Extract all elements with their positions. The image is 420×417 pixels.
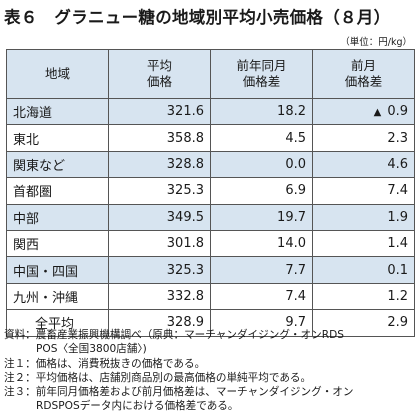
source-note-continued: POS〈全国3800店舗〉) [4, 342, 416, 356]
header-mom-diff: 前月 価格差 [312, 49, 415, 99]
table-title: 表６ グラニュー糖の地域別平均小売価格（８月） [4, 8, 391, 27]
negative-triangle-icon: ▲ [373, 107, 382, 119]
cell-yoy-diff: 4.5 [210, 124, 313, 152]
cell-region: 中国・四国 [6, 256, 109, 284]
header-average-price: 平均 価格 [108, 49, 211, 99]
cell-yoy-diff: 6.9 [210, 177, 313, 205]
cell-mom-diff: 1.2 [312, 282, 415, 311]
cell-mom-diff: 1.4 [312, 229, 415, 258]
table-row: 中部 349.5 19.7 1.9 [6, 203, 415, 231]
cell-yoy-diff: 7.4 [210, 282, 313, 311]
cell-average-price: 325.3 [108, 177, 211, 205]
table-row: 首都圏 325.3 6.9 7.4 [6, 177, 415, 205]
cell-mom-diff: ▲ 0.9 [312, 97, 415, 126]
cell-average-price: 328.9 [108, 309, 211, 337]
table-row: 北海道 321.6 18.2 ▲ 0.9 [6, 97, 415, 126]
table-row: 関西 301.8 14.0 1.4 [6, 229, 415, 258]
cell-region: 北海道 [6, 97, 109, 126]
cell-average-price: 349.5 [108, 203, 211, 231]
table-row: 東北 358.8 4.5 2.3 [6, 124, 415, 152]
cell-region: 九州・沖縄 [6, 282, 109, 311]
table-row: 中国・四国 325.3 7.7 0.1 [6, 256, 415, 284]
note-3: 注３：前年同月価格差および前月価格差は、マーチャンダイジング・オン [4, 386, 354, 399]
cell-region: 全平均 [6, 309, 109, 337]
table-row: 九州・沖縄 332.8 7.4 1.2 [6, 282, 415, 311]
cell-yoy-diff: 18.2 [210, 97, 313, 126]
note-1: 注１：価格は、消費税抜きの価格である。 [4, 357, 206, 370]
cell-region: 関西 [6, 229, 109, 258]
header-region-text: 地域 [44, 66, 70, 81]
cell-region: 首都圏 [6, 177, 109, 205]
note-2: 注２：平均価格は、店舗別商品別の最高価格の単純平均である。 [4, 371, 312, 384]
cell-mom-diff: 2.3 [312, 124, 415, 152]
cell-mom-diff: 1.9 [312, 203, 415, 231]
cell-average-price: 321.6 [108, 97, 211, 126]
source-label: 資料： [4, 329, 36, 341]
header-region: 地域 [6, 49, 109, 99]
cell-average-price: 301.8 [108, 229, 211, 258]
cell-average-price: 332.8 [108, 282, 211, 311]
cell-yoy-diff: 0.0 [210, 150, 313, 179]
header-mom-diff-text: 前月 価格差 [344, 58, 383, 89]
table-header-row: 地域 平均 価格 前年同月 価格差 前月 価格差 [6, 49, 415, 99]
header-average-price-text: 平均 価格 [146, 58, 172, 89]
cell-average-price: 328.8 [108, 150, 211, 179]
cell-mom-diff: 7.4 [312, 177, 415, 205]
notes: 資料：農畜産業振興機構調べ（原典：マーチャンダイジング・オンRDS POS〈全国… [4, 328, 416, 414]
cell-region: 関東など [6, 150, 109, 179]
cell-mom-diff: 0.1 [312, 256, 415, 284]
cell-average-price: 325.3 [108, 256, 211, 284]
cell-region: 東北 [6, 124, 109, 152]
source-note: 資料：農畜産業振興機構調べ（原典：マーチャンダイジング・オンRDS [4, 328, 416, 342]
cell-average-price: 358.8 [108, 124, 211, 152]
table-row: 全平均 328.9 9.7 2.9 [6, 309, 415, 337]
cell-region: 中部 [6, 203, 109, 231]
note-3-continued: RDSPOSデータ内における価格差である。 [36, 400, 239, 413]
price-table: 地域 平均 価格 前年同月 価格差 前月 価格差 北海道 321.6 18.2 ▲ 0.9 東北… [6, 49, 415, 337]
cell-yoy-diff: 7.7 [210, 256, 313, 284]
cell-yoy-diff: 14.0 [210, 229, 313, 258]
unit-label: （単位：円/kg） [340, 37, 412, 48]
header-yoy-diff: 前年同月 価格差 [210, 49, 313, 99]
table-body: 北海道 321.6 18.2 ▲ 0.9 東北 358.8 4.5 2.3 関東など 328.8 0.… [6, 97, 415, 337]
source-text-2: POS〈全国3800店舗〉) [36, 343, 147, 356]
cell-yoy-diff: 19.7 [210, 203, 313, 231]
source-text-1: 農畜産業振興機構調べ（原典：マーチャンダイジング・オンRDS [35, 329, 344, 341]
header-yoy-diff-text: 前年同月 価格差 [236, 58, 287, 89]
table-row: 関東など 328.8 0.0 4.6 [6, 150, 415, 179]
cell-mom-diff: 4.6 [312, 150, 415, 179]
cell-mom-diff: 2.9 [312, 309, 415, 337]
